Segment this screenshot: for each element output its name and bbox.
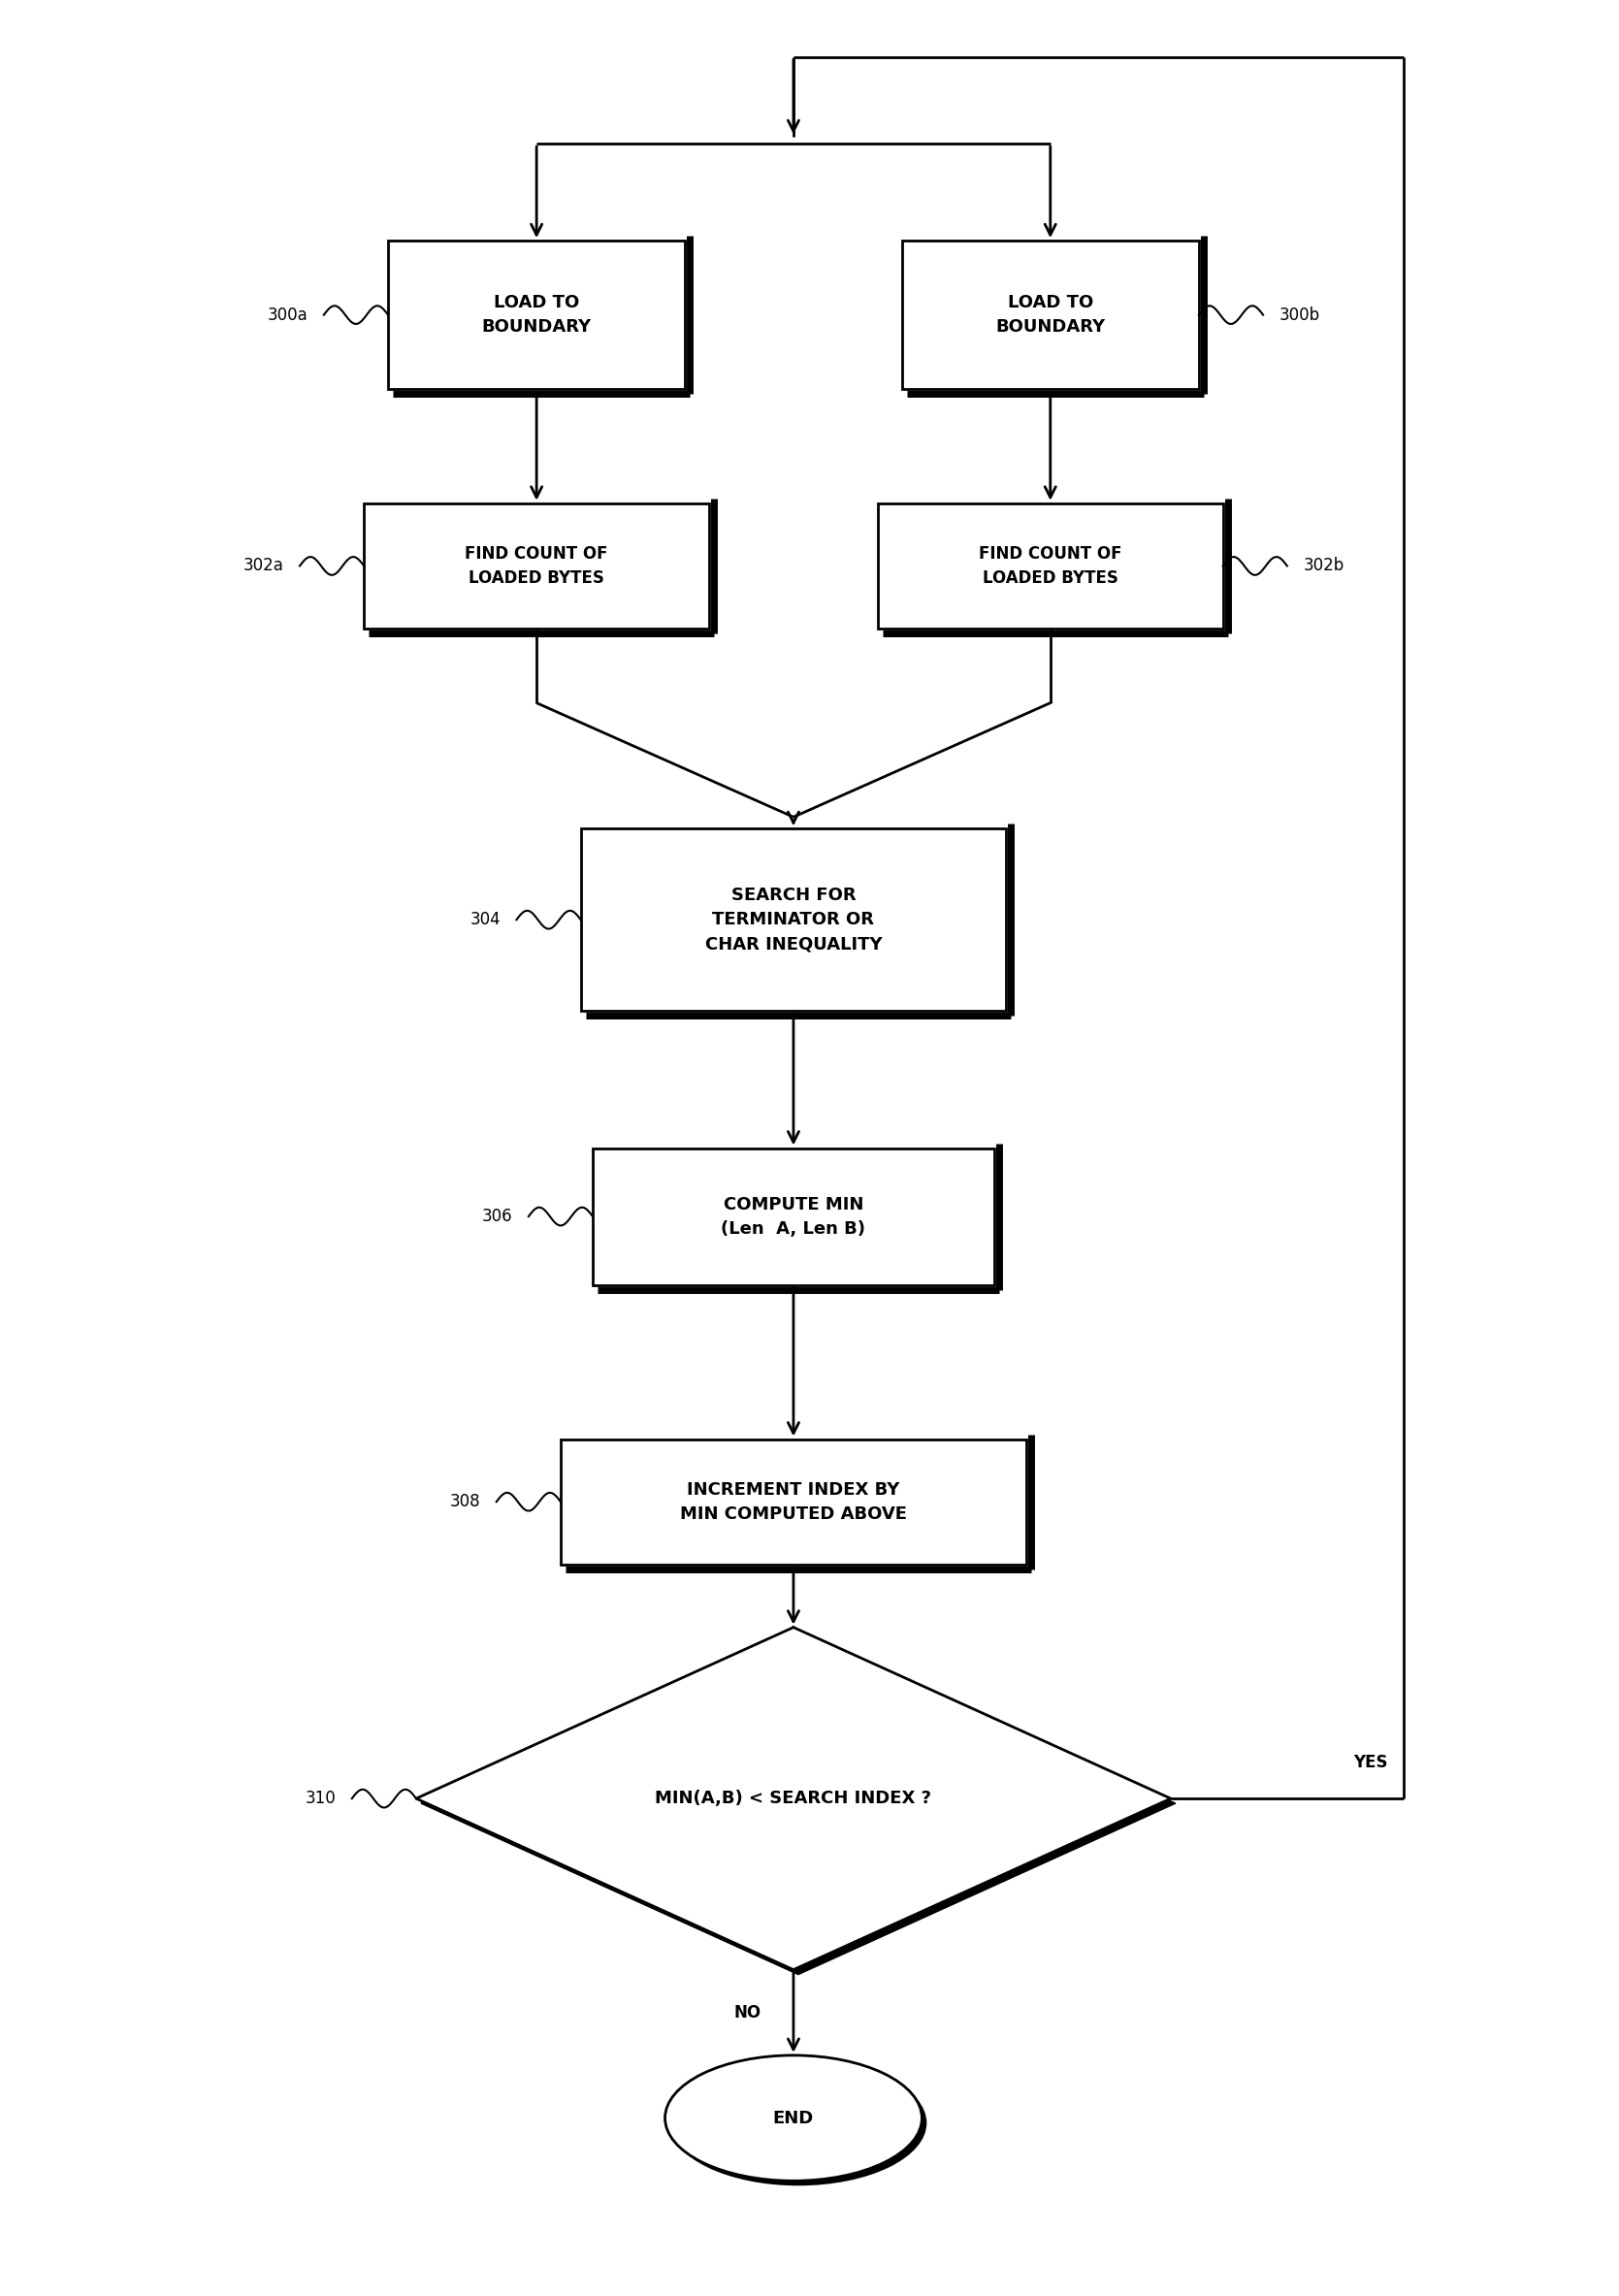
Bar xyxy=(560,1440,1026,1564)
Text: 302b: 302b xyxy=(1303,558,1344,574)
Text: INCREMENT INDEX BY
MIN COMPUTED ABOVE: INCREMENT INDEX BY MIN COMPUTED ABOVE xyxy=(680,1481,907,1522)
Text: NO: NO xyxy=(733,2004,761,2020)
Ellipse shape xyxy=(670,2060,926,2186)
Text: 304: 304 xyxy=(470,912,500,928)
Text: 300a: 300a xyxy=(267,305,308,324)
Bar xyxy=(389,241,685,388)
Bar xyxy=(364,503,709,629)
Ellipse shape xyxy=(665,2055,921,2181)
Text: 306: 306 xyxy=(482,1208,513,1226)
Polygon shape xyxy=(421,1632,1175,1975)
Text: YES: YES xyxy=(1353,1754,1387,1770)
Text: MIN(A,B) < SEARCH INDEX ?: MIN(A,B) < SEARCH INDEX ? xyxy=(656,1791,931,1807)
Bar xyxy=(877,503,1222,629)
Text: 310: 310 xyxy=(304,1791,335,1807)
Text: END: END xyxy=(772,2110,814,2126)
Text: 308: 308 xyxy=(450,1492,481,1511)
Text: LOAD TO
BOUNDARY: LOAD TO BOUNDARY xyxy=(996,294,1106,335)
Text: COMPUTE MIN
(Len  A, Len B): COMPUTE MIN (Len A, Len B) xyxy=(720,1196,866,1238)
Bar xyxy=(581,829,1005,1010)
Bar xyxy=(593,1148,994,1286)
Text: FIND COUNT OF
LOADED BYTES: FIND COUNT OF LOADED BYTES xyxy=(979,544,1122,588)
Text: 302a: 302a xyxy=(243,558,283,574)
Text: SEARCH FOR
TERMINATOR OR
CHAR INEQUALITY: SEARCH FOR TERMINATOR OR CHAR INEQUALITY xyxy=(704,886,882,953)
Text: FIND COUNT OF
LOADED BYTES: FIND COUNT OF LOADED BYTES xyxy=(465,544,609,588)
Polygon shape xyxy=(416,1628,1171,1970)
Bar xyxy=(902,241,1198,388)
Text: LOAD TO
BOUNDARY: LOAD TO BOUNDARY xyxy=(482,294,591,335)
Text: 300b: 300b xyxy=(1279,305,1319,324)
